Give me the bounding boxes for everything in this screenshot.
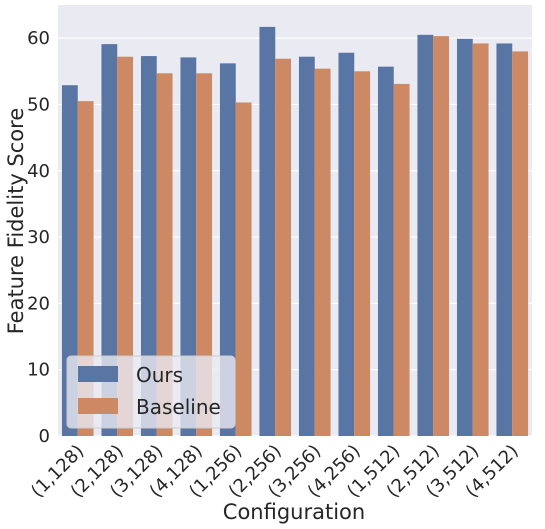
legend-label-ours: Ours [136,363,183,387]
y-tick-label: 60 [27,28,50,49]
bar-ours [496,43,513,436]
bar-baseline [156,73,173,436]
bar-ours [298,56,315,436]
y-tick-label: 40 [27,161,50,182]
bar-baseline [77,101,94,437]
bars [61,26,529,437]
y-tick-label: 50 [27,94,50,115]
legend: Ours Baseline [66,355,236,429]
y-axis-label: Feature Fidelity Score [4,108,28,335]
bar-baseline [314,68,331,436]
y-tick-label: 30 [27,227,50,248]
y-axis-ticks: 0 10 20 30 40 50 60 [27,28,50,447]
bar-ours [140,56,157,437]
bar-ours [219,63,236,436]
bar-baseline [472,43,489,436]
bar-ours [61,85,78,437]
x-axis-ticks: (1,128)(2,128)(3,128)(4,128)(1,256)(2,25… [27,441,523,502]
bar-baseline [235,102,252,437]
y-tick-label: 20 [27,293,50,314]
bar-baseline [196,73,213,436]
y-tick-label: 0 [39,426,50,447]
bar-ours [377,66,394,437]
bar-ours [259,26,276,437]
bar-baseline [275,58,292,437]
bar-ours [456,38,473,436]
legend-label-baseline: Baseline [136,395,221,419]
bar-baseline [433,36,450,437]
bar-baseline [512,51,529,437]
bar-baseline [393,83,410,436]
x-axis-label: Configuration [223,500,365,524]
bar-ours [417,34,434,436]
bar-baseline [354,71,371,437]
legend-swatch-ours [78,366,118,382]
bar-baseline [117,56,134,436]
legend-swatch-baseline [78,398,118,414]
bar-ours [101,44,118,436]
bar-ours [338,52,355,436]
bar-ours [180,57,197,436]
y-tick-label: 10 [27,360,50,381]
